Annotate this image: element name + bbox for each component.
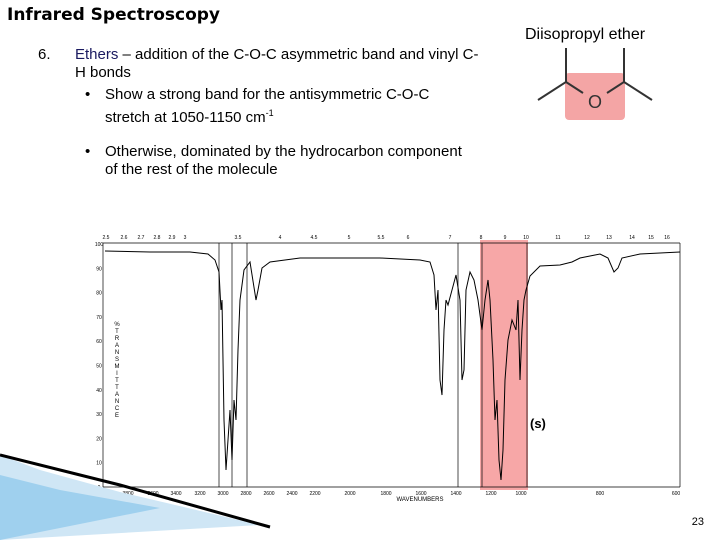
bottom-tick-label: 1600 <box>415 491 426 497</box>
top-tick-label: 13 <box>606 235 612 241</box>
annotation: (s) <box>530 416 546 431</box>
y-tick-label: 100 <box>95 242 104 248</box>
bottom-tick-label: 3000 <box>217 491 228 497</box>
y-tick-label: 50 <box>96 364 102 370</box>
decoration <box>0 475 160 540</box>
top-tick-label: 3 <box>184 235 187 241</box>
top-tick-label: 4 <box>279 235 282 241</box>
bullet-text: Otherwise, dominated by the hydrocarbon … <box>105 143 462 178</box>
y-tick-label: 10 <box>96 461 102 467</box>
bottom-tick-label: 2600 <box>263 491 274 497</box>
y-tick-label: 90 <box>96 266 102 272</box>
bottom-tick-label: 2800 <box>240 491 251 497</box>
bottom-tick-label: 600 <box>672 491 681 497</box>
y-tick-label: 40 <box>96 388 102 394</box>
top-tick-label: 10 <box>523 235 529 241</box>
top-tick-label: 2.7 <box>138 235 145 241</box>
bottom-tick-label: 3400 <box>170 491 181 497</box>
highlight-box <box>565 73 625 120</box>
top-tick-label: 11 <box>555 235 560 241</box>
y-tick-label: 60 <box>96 339 102 345</box>
top-tick-label: 16 <box>664 235 670 241</box>
top-tick-label: 3.5 <box>235 235 242 241</box>
top-tick-label: 2.8 <box>154 235 161 241</box>
top-tick-label: 2.9 <box>169 235 176 241</box>
item-description: – addition of the C-O-C asymmetric band … <box>75 46 479 81</box>
top-tick-label: 4.5 <box>311 235 318 241</box>
spectrum-frame <box>102 242 681 488</box>
y-tick-label: 20 <box>96 436 102 442</box>
y-tick-label: 30 <box>96 412 102 418</box>
top-tick-label: 7 <box>449 235 452 241</box>
spectrum-trace <box>104 250 681 481</box>
top-tick-label: 5 <box>348 235 351 241</box>
bottom-tick-label: 1000 <box>515 491 526 497</box>
top-tick-label: 14 <box>629 235 635 241</box>
bottom-tick-label: 2000 <box>344 491 355 497</box>
slide-title: Infrared Spectroscopy <box>7 5 221 25</box>
bottom-tick-label: 2400 <box>286 491 297 497</box>
molecule-bonds <box>537 48 653 101</box>
bottom-tick-label: 3200 <box>194 491 205 497</box>
item-term: Ethers <box>75 46 119 63</box>
page-number: 23 <box>691 516 704 528</box>
top-tick-label: 8 <box>480 235 483 241</box>
item-text: Ethers – addition of the C-O-C asymmetri… <box>75 46 485 82</box>
top-tick-label: 6 <box>407 235 410 241</box>
molecule-name: Diisopropyl ether <box>525 26 646 43</box>
y-axis-label: %TRANSMITTANCE <box>114 322 120 420</box>
bullet: • Show a strong band for the antisymmetri… <box>85 86 430 126</box>
bullet: • Otherwise, dominated by the hydrocarbon… <box>85 143 465 179</box>
item-number: 6. <box>38 46 51 63</box>
top-tick-label: 2.5 <box>103 235 110 241</box>
top-tick-label: 5.5 <box>378 235 385 241</box>
bottom-tick-label: 2200 <box>309 491 320 497</box>
x-axis-label: WAVENUMBERS <box>396 497 443 503</box>
molecule-atom: O <box>588 92 602 112</box>
top-tick-label: 9 <box>504 235 507 241</box>
bottom-tick-label: 1800 <box>380 491 391 497</box>
decoration-line <box>0 453 271 529</box>
bullet-superscript: -1 <box>265 108 274 118</box>
bottom-tick-label: 1200 <box>485 491 496 497</box>
bottom-tick-label: 1400 <box>450 491 461 497</box>
bullet-text: Show a strong band for the antisymmetric… <box>105 86 430 126</box>
y-tick-label: 70 <box>96 315 102 321</box>
top-tick-label: 15 <box>648 235 654 241</box>
top-tick-label: 2.6 <box>121 235 128 241</box>
bottom-tick-label: 800 <box>596 491 605 497</box>
top-tick-label: 12 <box>584 235 590 241</box>
y-tick-label: 80 <box>96 291 102 297</box>
